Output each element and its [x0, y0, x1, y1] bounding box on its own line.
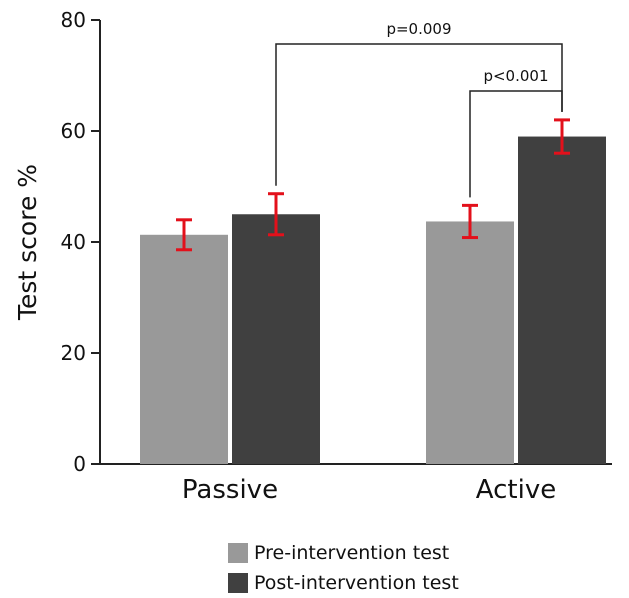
bar-passive-pre: [140, 234, 228, 464]
y-tick-label-0: 0: [73, 452, 86, 476]
significance-label-2: p<0.001: [483, 67, 548, 85]
significance-label-1: p=0.009: [386, 20, 451, 38]
x-tick-label-active: Active: [476, 475, 556, 505]
bar-active-post: [518, 136, 606, 465]
bars: [140, 136, 606, 465]
bar-passive-post: [232, 214, 320, 464]
x-tick-label-passive: Passive: [182, 475, 278, 505]
legend-swatch-pre: [228, 543, 248, 563]
y-tick-label-20: 20: [61, 341, 86, 365]
error-bars: [176, 118, 570, 252]
bar-chart: 0 20 40 60 80 Test score % Passive Active p=0.0…: [13, 8, 612, 505]
y-axis-label: Test score %: [13, 164, 42, 321]
bar-active-pre: [426, 221, 514, 464]
y-tick-label-40: 40: [61, 230, 86, 254]
significance-bracket-1: [275, 43, 563, 186]
y-tick-label-60: 60: [61, 119, 86, 143]
legend-item-pre: Pre-intervention test: [228, 538, 459, 568]
legend-item-post: Post-intervention test: [228, 568, 459, 598]
axes: 0 20 40 60 80 Test score % Passive Active: [13, 8, 612, 505]
legend-label-post: Post-intervention test: [254, 572, 459, 594]
significance-bracket-2: [469, 90, 563, 198]
legend-label-pre: Pre-intervention test: [254, 542, 450, 564]
legend: Pre-intervention test Post-intervention …: [228, 538, 459, 598]
significance-annotations: p=0.009 p<0.001: [275, 20, 563, 198]
y-tick-label-80: 80: [61, 8, 86, 32]
legend-swatch-post: [228, 573, 248, 593]
